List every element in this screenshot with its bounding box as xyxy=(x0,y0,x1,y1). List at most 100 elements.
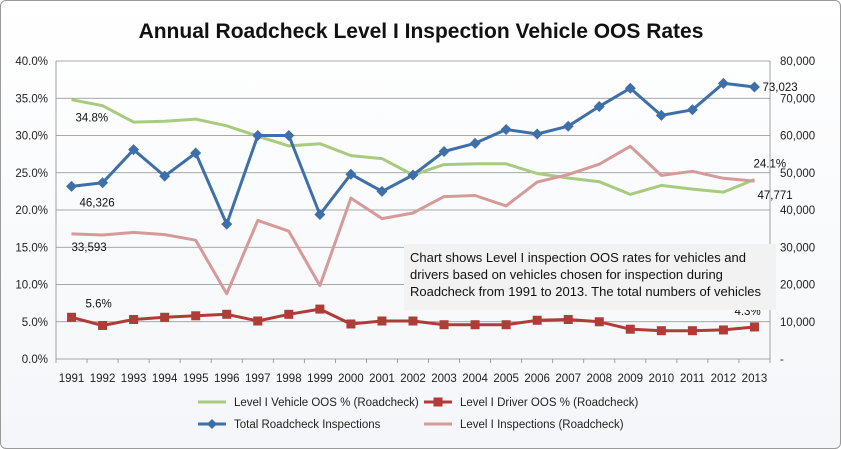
total-inspections-point xyxy=(438,146,450,158)
driver-oos-point xyxy=(284,309,294,319)
x-tick-label: 1992 xyxy=(90,373,116,385)
legend-label: Level I Driver OOS % (Roadcheck) xyxy=(460,397,638,409)
chart-annotation: Chart shows Level I inspection OOS rates… xyxy=(404,244,776,310)
data-label: 33,593 xyxy=(72,242,107,254)
driver-oos-point xyxy=(594,317,604,327)
driver-oos-point xyxy=(439,320,449,330)
y-right-tick-label: - xyxy=(780,354,784,366)
total-inspections-point xyxy=(748,81,760,93)
y-left-tick-label: 15.0% xyxy=(15,242,48,254)
x-tick-label: 2001 xyxy=(369,373,395,385)
total-inspections-point xyxy=(159,170,171,182)
total-inspections-point xyxy=(562,120,574,132)
total-inspections-point xyxy=(190,147,202,159)
y-left-tick-label: 0.0% xyxy=(22,354,48,366)
driver-oos-point xyxy=(346,319,356,329)
y-left-tick-label: 35.0% xyxy=(15,93,48,105)
legend-item: Level I Driver OOS % (Roadcheck) xyxy=(424,397,638,409)
total-inspections-point xyxy=(283,130,295,141)
total-inspections-point xyxy=(314,208,326,220)
y-right-tick-label: 30,000 xyxy=(780,242,815,254)
y-left-tick-label: 20.0% xyxy=(15,205,48,217)
total-inspections-point xyxy=(686,104,698,116)
x-tick-label: 2009 xyxy=(618,373,644,385)
y-left-tick-label: 40.0% xyxy=(15,56,48,68)
legend-label: Level I Vehicle OOS % (Roadcheck) xyxy=(234,397,419,409)
y-left-tick-label: 25.0% xyxy=(15,168,48,180)
y-left-tick-label: 10.0% xyxy=(15,280,48,292)
legend-item: Level I Inspections (Roadcheck) xyxy=(424,419,624,431)
x-tick-label: 1994 xyxy=(152,373,178,385)
total-inspections-point xyxy=(469,137,481,149)
driver-oos-point xyxy=(687,326,697,336)
x-tick-label: 2007 xyxy=(555,373,581,385)
x-tick-label: 2005 xyxy=(493,373,519,385)
x-tick-label: 1997 xyxy=(245,373,271,385)
driver-oos-point xyxy=(315,304,325,314)
y-right-tick-label: 50,000 xyxy=(780,168,815,180)
total-inspections-point xyxy=(252,130,264,141)
driver-oos-point xyxy=(501,320,511,330)
driver-oos-point xyxy=(191,311,201,321)
x-tick-label: 2010 xyxy=(649,373,675,385)
chart-title: Annual Roadcheck Level I Inspection Vehi… xyxy=(139,20,704,43)
x-tick-label: 2000 xyxy=(338,373,364,385)
driver-oos-point xyxy=(563,315,573,325)
x-tick-label: 2013 xyxy=(742,373,768,385)
legend-item: Total Roadcheck Inspections xyxy=(198,419,381,431)
series-line-2 xyxy=(71,81,755,226)
legend-swatch-marker xyxy=(433,397,443,407)
driver-oos-point xyxy=(718,325,728,335)
y-right-tick-label: 60,000 xyxy=(780,131,815,143)
driver-oos-point xyxy=(408,316,418,326)
total-inspections-point xyxy=(345,168,357,180)
total-inspections-point xyxy=(655,109,667,121)
x-tick-label: 2002 xyxy=(400,373,426,385)
legend-label: Level I Inspections (Roadcheck) xyxy=(460,419,624,431)
driver-oos-point xyxy=(129,315,139,325)
driver-oos-point xyxy=(160,312,170,322)
x-tick-label: 1996 xyxy=(214,373,240,385)
total-inspections-point xyxy=(66,180,78,192)
total-inspections-point xyxy=(531,128,543,140)
data-label: 47,771 xyxy=(757,190,792,202)
x-tick-label: 1993 xyxy=(121,373,147,385)
total-inspections-point xyxy=(407,169,419,181)
driver-oos-point xyxy=(532,315,542,325)
total-inspections-point xyxy=(221,218,233,230)
total-inspections-point xyxy=(376,185,388,197)
data-label: 46,326 xyxy=(80,197,115,209)
total-inspections-point xyxy=(593,100,605,112)
x-tick-label: 2004 xyxy=(462,373,488,385)
x-tick-label: 1991 xyxy=(59,373,85,385)
driver-oos-point xyxy=(253,316,263,326)
x-tick-label: 1998 xyxy=(276,373,302,385)
y-right-tick-label: 70,000 xyxy=(780,93,815,105)
x-tick-label: 2011 xyxy=(680,373,705,385)
y-right-tick-label: 80,000 xyxy=(780,56,815,68)
driver-oos-point xyxy=(470,320,480,330)
total-inspections-point xyxy=(97,177,109,189)
driver-oos-point xyxy=(98,320,108,330)
total-inspections-point xyxy=(500,124,512,136)
driver-oos-point xyxy=(377,316,387,326)
y-right-tick-label: 20,000 xyxy=(780,280,815,292)
y-right-tick-label: 40,000 xyxy=(780,205,815,217)
driver-oos-point xyxy=(222,309,232,319)
x-tick-label: 1995 xyxy=(183,373,209,385)
x-tick-label: 2008 xyxy=(586,373,612,385)
driver-oos-point xyxy=(749,322,759,332)
series-line-3 xyxy=(71,144,755,296)
x-tick-label: 2003 xyxy=(431,373,457,385)
x-tick-label: 1999 xyxy=(307,373,333,385)
total-inspections-point xyxy=(717,77,729,89)
data-label: 73,023 xyxy=(762,82,797,94)
x-tick-label: 2006 xyxy=(524,373,550,385)
y-right-tick-label: 10,000 xyxy=(780,317,815,329)
legend-item: Level I Vehicle OOS % (Roadcheck) xyxy=(198,397,419,409)
legend-label: Total Roadcheck Inspections xyxy=(234,419,381,431)
legend-swatch-marker xyxy=(207,419,217,429)
data-label: 24.1% xyxy=(753,158,786,170)
